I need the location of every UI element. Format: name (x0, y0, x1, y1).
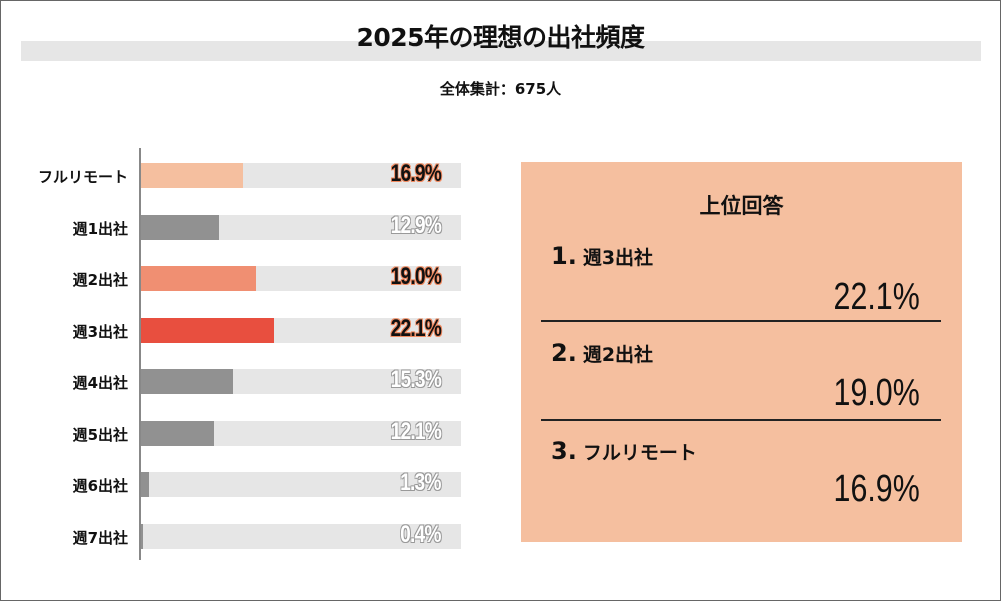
bar-track: 19.0% (141, 263, 461, 291)
bar (141, 266, 256, 291)
panel-title: 上位回答 (699, 194, 784, 218)
bar-track: 12.9% (141, 211, 461, 240)
bar (141, 317, 275, 343)
y-axis-line (139, 148, 141, 560)
data-label: 0.4% (400, 520, 441, 548)
bar-track: 16.9% (141, 160, 461, 188)
category-label: 週5出社 (72, 425, 128, 444)
rank-label: 週3出社 (582, 247, 654, 269)
category-label: 週3出社 (72, 322, 128, 341)
data-label: 12.1% (390, 417, 442, 445)
category-label: 週4出社 (72, 374, 128, 392)
rank-item-2: 2. 週2出社 (551, 339, 653, 367)
category-label: 週7出社 (72, 528, 128, 547)
bar-track: 0.4% (141, 520, 461, 549)
chart-title: 2025年の理想の出社頻度 (356, 23, 645, 52)
data-label: 19.0% (390, 263, 442, 290)
title-band (21, 41, 981, 61)
bar (141, 420, 215, 446)
data-label: 15.3% (390, 366, 442, 393)
chart-subtitle: 全体集計：675人 (439, 80, 562, 98)
bar (141, 369, 234, 394)
divider (541, 419, 941, 421)
rank-number: 1. (551, 242, 577, 270)
category-label: 週6出社 (72, 477, 128, 495)
bar (141, 472, 149, 497)
bar-track: 1.3% (141, 469, 461, 497)
data-label: 1.3% (400, 469, 441, 496)
data-label: 22.1% (390, 314, 442, 342)
divider (541, 320, 941, 322)
rank-number: 3. (551, 437, 577, 465)
category-label: フルリモート (37, 168, 128, 186)
bar-track: 12.1% (141, 417, 461, 446)
top-answers-panel: 上位回答 1. 週3出社 22.1% 2. 週2出社 19.0% 3. フルリモート … (521, 162, 962, 542)
rank-label: 週2出社 (582, 344, 654, 366)
bar-track: 15.3% (141, 366, 461, 394)
category-label: 週1出社 (72, 219, 128, 238)
rank-value: 22.1% (833, 276, 920, 318)
rank-value: 19.0% (833, 372, 920, 414)
bar (141, 163, 244, 188)
data-label: 16.9% (390, 160, 442, 187)
rank-item-1: 1. 週3出社 (551, 242, 653, 270)
data-label: 12.9% (390, 211, 442, 239)
rank-item-3: 3. フルリモート (551, 437, 697, 465)
rank-number: 2. (551, 339, 577, 367)
rank-value: 16.9% (833, 468, 920, 510)
rank-label: フルリモート (582, 442, 697, 464)
bar (141, 523, 144, 549)
bar (141, 214, 219, 240)
bar-track: 22.1% (141, 314, 461, 343)
category-label: 週2出社 (72, 271, 128, 289)
